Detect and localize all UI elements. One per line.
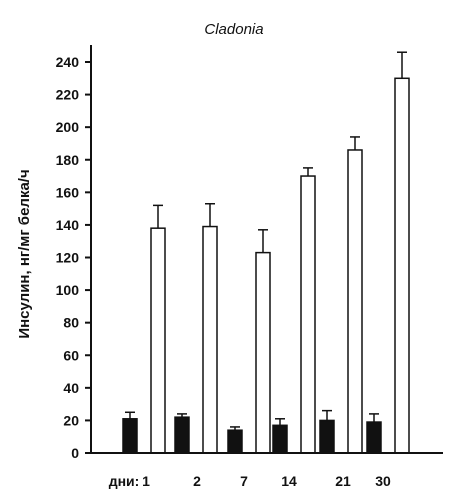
y-tick-label: 140 xyxy=(56,217,80,233)
y-tick-label: 0 xyxy=(71,445,79,461)
bar-filled xyxy=(122,418,138,454)
x-tick-label: 21 xyxy=(335,473,351,489)
bar-filled xyxy=(366,421,382,454)
y-tick-label: 60 xyxy=(63,347,79,363)
y-tick-label: 80 xyxy=(63,315,79,331)
x-tick-label: 30 xyxy=(375,473,391,489)
chart-title: Cladonia xyxy=(204,21,263,38)
y-tick-label: 180 xyxy=(56,152,80,168)
y-tick-label: 120 xyxy=(56,250,80,266)
x-axis-prefix: дни: xyxy=(109,473,140,489)
y-axis-label: Инсулин, нг/мг белка/ч xyxy=(16,169,33,338)
y-tick-label: 40 xyxy=(63,380,79,396)
bar-filled xyxy=(227,429,243,454)
x-axis-labels: 1 2 7 14 21 30 xyxy=(142,473,391,489)
x-tick-label: 14 xyxy=(281,473,297,489)
bar-filled xyxy=(272,424,288,454)
bar-empty xyxy=(300,175,316,454)
y-tick-label: 20 xyxy=(63,412,79,428)
bar-empty xyxy=(150,227,166,454)
y-tick-label: 220 xyxy=(56,87,80,103)
y-tick-label: 240 xyxy=(56,54,80,70)
bar-filled xyxy=(319,419,335,454)
x-tick-label: 1 xyxy=(142,473,150,489)
bar-filled xyxy=(174,416,190,454)
y-tick-label: 200 xyxy=(56,119,80,135)
bars-group xyxy=(122,51,410,454)
x-tick-label: 2 xyxy=(193,473,201,489)
y-tick-label: 100 xyxy=(56,282,80,298)
bar-empty xyxy=(394,77,410,454)
x-tick-label: 7 xyxy=(240,473,248,489)
y-tick-label: 160 xyxy=(56,184,80,200)
bar-empty xyxy=(255,251,271,454)
y-axis-ticks: 0 20 40 60 80 100 120 140 160 180 200 220 240 xyxy=(56,54,91,461)
bar-empty xyxy=(202,225,218,454)
bar-empty xyxy=(347,149,363,454)
